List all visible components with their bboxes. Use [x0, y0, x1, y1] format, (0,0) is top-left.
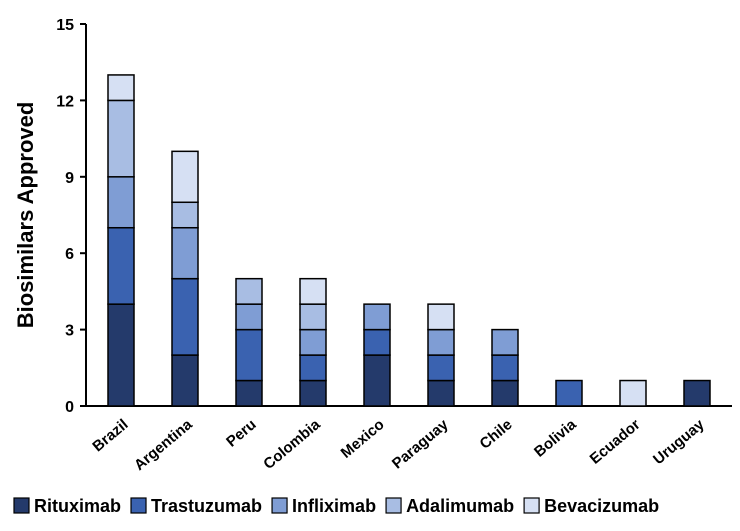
bar-segment [235, 328, 263, 382]
bar-segment [363, 354, 391, 407]
y-tick-label: 12 [56, 93, 74, 110]
x-tick-label: Peru [223, 416, 259, 450]
legend-swatch [13, 497, 30, 514]
bar-segment [299, 277, 327, 305]
category-labels: Brazil Argentina Peru Colombia Mexico Paragua… [89, 416, 708, 474]
bar-segment [555, 379, 583, 407]
bar-segment [491, 328, 519, 356]
bar-segment [363, 328, 391, 356]
x-tick-label: Uruguay [650, 416, 708, 469]
bar-segment [491, 354, 519, 382]
legend-swatch [271, 497, 288, 514]
legend-label: Bevacizumab [544, 496, 659, 516]
bar-segment [427, 328, 455, 356]
bar-segment [363, 303, 391, 331]
bar-segment [491, 379, 519, 407]
bar-segment [299, 354, 327, 382]
y-axis-title: Biosimilars Approved [13, 102, 38, 329]
x-tick-label: Brazil [89, 416, 131, 455]
x-tick-label: Paraguay [389, 416, 452, 473]
bar-segment [107, 176, 135, 229]
bar-segment [107, 303, 135, 407]
bar-segment [171, 150, 199, 204]
bar-segment [299, 328, 327, 356]
x-tick-label: Mexico [338, 416, 388, 462]
bar-segment [171, 277, 199, 356]
y-tick-label: 0 [65, 399, 74, 416]
bar-segment [235, 379, 263, 407]
bar-segment [107, 99, 135, 178]
legend-swatch [130, 497, 147, 514]
bar-segment [107, 226, 135, 305]
x-tick-label: Colombia [260, 416, 324, 473]
bar-segment [235, 277, 263, 305]
legend-label: Adalimumab [406, 496, 514, 516]
bars [107, 74, 711, 407]
bar-segment [299, 379, 327, 407]
legend-swatch [385, 497, 402, 514]
x-tick-label: Argentina [131, 416, 196, 474]
y-tick-label: 3 [65, 323, 74, 340]
legend: Rituximab Trastuzumab Infliximab Adalimumab… [13, 496, 659, 516]
bar-segment [171, 201, 199, 229]
bar-segment [299, 303, 327, 331]
bar-segment [171, 226, 199, 280]
bar-segment [427, 303, 455, 331]
bar-segment [427, 379, 455, 407]
legend-label: Rituximab [34, 496, 121, 516]
bar-segment [427, 354, 455, 382]
bar-segment [235, 303, 263, 331]
y-tick-label: 9 [65, 170, 74, 187]
bar-segment [683, 379, 711, 407]
bar-segment [171, 354, 199, 407]
x-tick-label: Chile [477, 416, 516, 453]
legend-label: Trastuzumab [151, 496, 262, 516]
bar-segment [107, 74, 135, 102]
y-tick-label: 15 [56, 17, 74, 34]
x-tick-label: Bolivia [531, 416, 580, 461]
bar-segment [619, 379, 647, 407]
y-tick-label: 6 [65, 246, 74, 263]
legend-swatch [523, 497, 540, 514]
x-tick-label: Ecuador [587, 416, 644, 468]
legend-label: Infliximab [292, 496, 376, 516]
axes: 0 3 6 9 12 15 [56, 17, 732, 416]
